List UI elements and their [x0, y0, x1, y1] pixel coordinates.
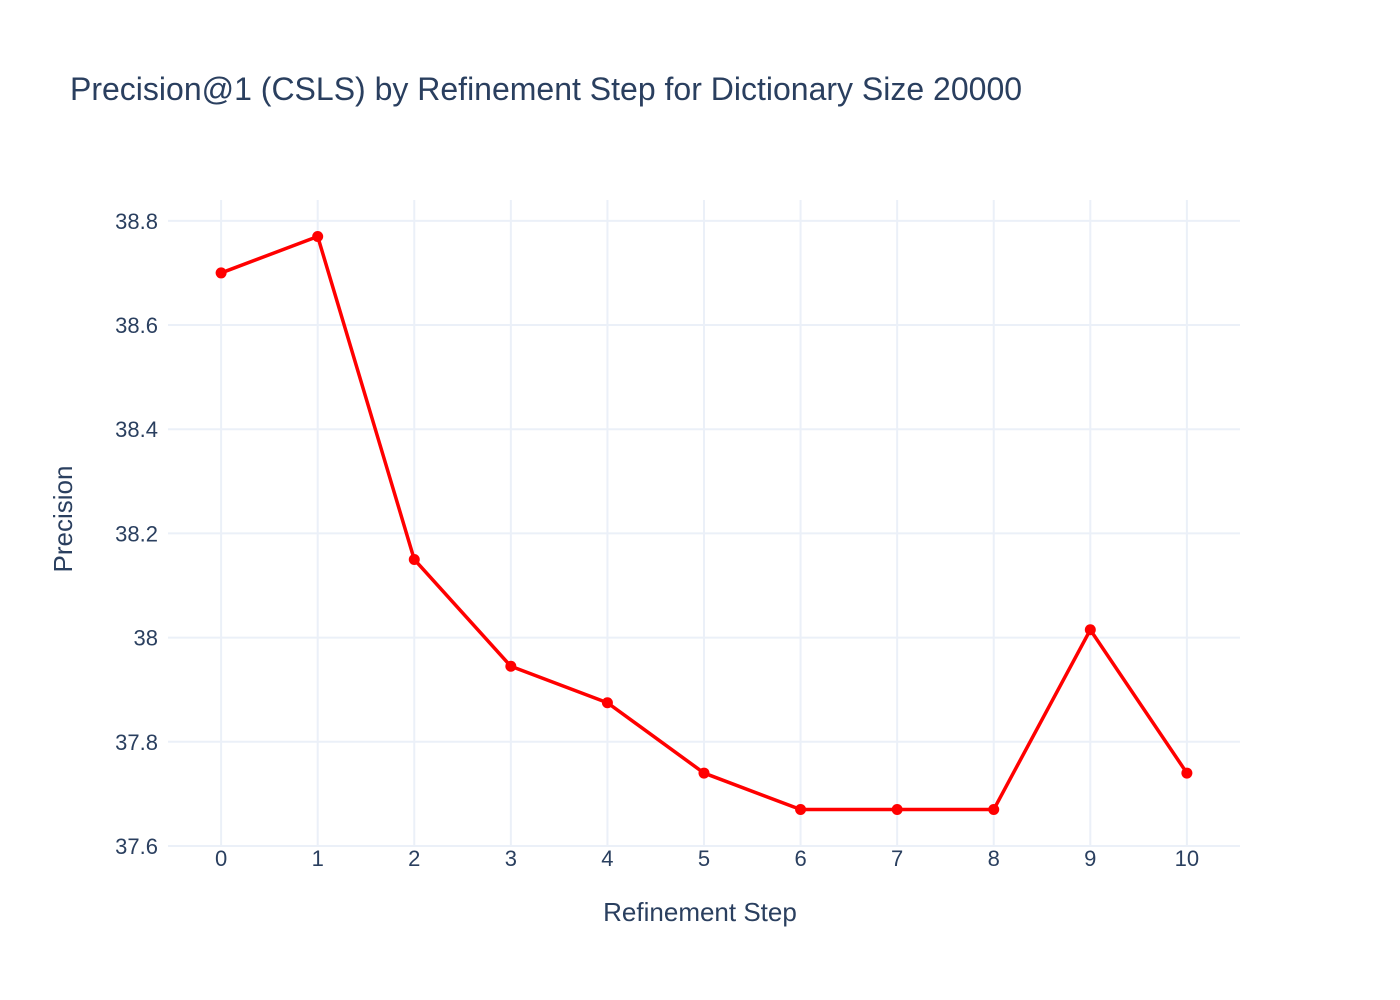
y-tick-label: 38.4: [115, 417, 158, 442]
x-tick-label: 4: [601, 846, 613, 871]
grid-layer: [168, 200, 1240, 847]
x-axis-title: Refinement Step: [603, 897, 797, 927]
data-point: [891, 804, 903, 816]
x-tick-label: 8: [988, 846, 1000, 871]
y-tick-label: 37.6: [115, 834, 158, 859]
tick-label-layer: 0 1 2 3 4 5 6 7 8 9 10 37.6 37.8 38 38.2 38.4 38.6 38.8: [115, 209, 1199, 871]
x-tick-label: 7: [891, 846, 903, 871]
data-point: [988, 804, 1000, 816]
data-point: [795, 804, 807, 816]
data-point: [698, 767, 710, 779]
data-point: [312, 230, 324, 242]
y-tick-label: 38: [134, 626, 158, 651]
y-tick-label: 37.8: [115, 730, 158, 755]
data-point: [215, 267, 227, 279]
data-point: [1084, 624, 1096, 636]
x-tick-label: 0: [215, 846, 227, 871]
x-tick-label: 3: [505, 846, 517, 871]
chart-title: Precision@1 (CSLS) by Refinement Step fo…: [70, 71, 1022, 107]
data-point: [505, 660, 517, 672]
data-point: [601, 697, 613, 709]
x-tick-label: 9: [1084, 846, 1096, 871]
y-tick-label: 38.2: [115, 521, 158, 546]
x-tick-label: 2: [408, 846, 420, 871]
data-point: [1181, 767, 1193, 779]
data-point: [408, 553, 420, 565]
y-tick-label: 38.6: [115, 313, 158, 338]
marker-layer: [215, 230, 1193, 816]
x-tick-label: 6: [794, 846, 806, 871]
x-tick-label: 5: [698, 846, 710, 871]
y-axis-title: Precision: [48, 466, 78, 573]
x-tick-label: 1: [312, 846, 324, 871]
x-tick-label: 10: [1175, 846, 1199, 871]
y-tick-label: 38.8: [115, 209, 158, 234]
